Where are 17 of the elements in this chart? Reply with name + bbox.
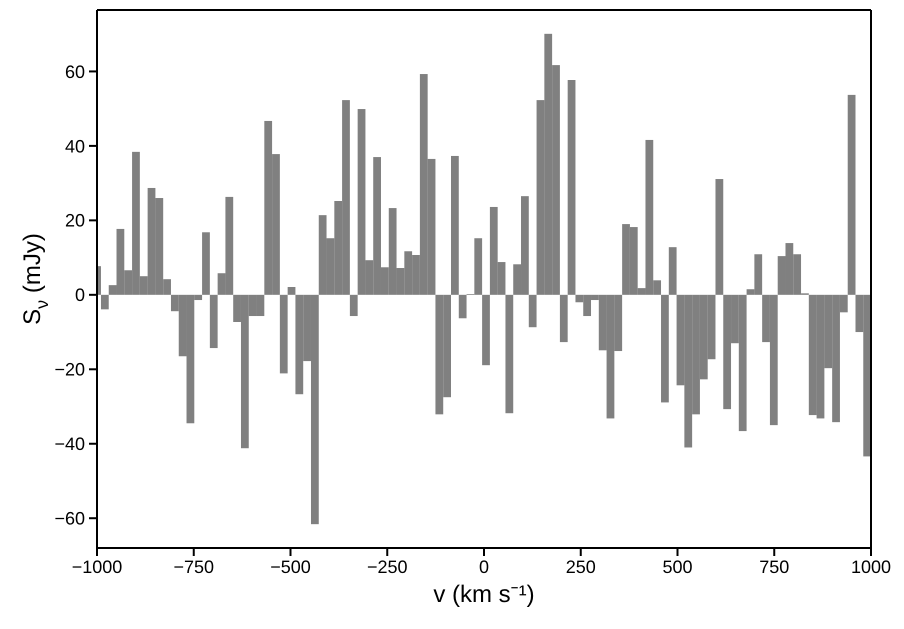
x-tick-label: −250 bbox=[366, 556, 408, 577]
y-tick-label: 20 bbox=[64, 210, 85, 231]
x-tick-label: 250 bbox=[566, 556, 596, 577]
x-tick-label: −500 bbox=[270, 556, 311, 577]
y-tick-label: −60 bbox=[54, 508, 85, 529]
x-axis-title: v (km s⁻¹) bbox=[433, 581, 535, 608]
x-tick-label: 0 bbox=[478, 556, 490, 577]
y-tick-label: −20 bbox=[54, 360, 85, 380]
x-tick-label: −1000 bbox=[72, 556, 122, 577]
x-tick-label: 500 bbox=[662, 556, 693, 577]
x-tick-label: 750 bbox=[759, 556, 790, 577]
y-tick-label: 0 bbox=[74, 285, 85, 306]
x-tick-label: 1000 bbox=[850, 556, 892, 577]
y-tick-label: −40 bbox=[54, 434, 85, 454]
y-tick-label: 60 bbox=[64, 62, 85, 82]
y-tick-label: 40 bbox=[64, 136, 85, 156]
x-tick-label: −750 bbox=[173, 556, 214, 577]
